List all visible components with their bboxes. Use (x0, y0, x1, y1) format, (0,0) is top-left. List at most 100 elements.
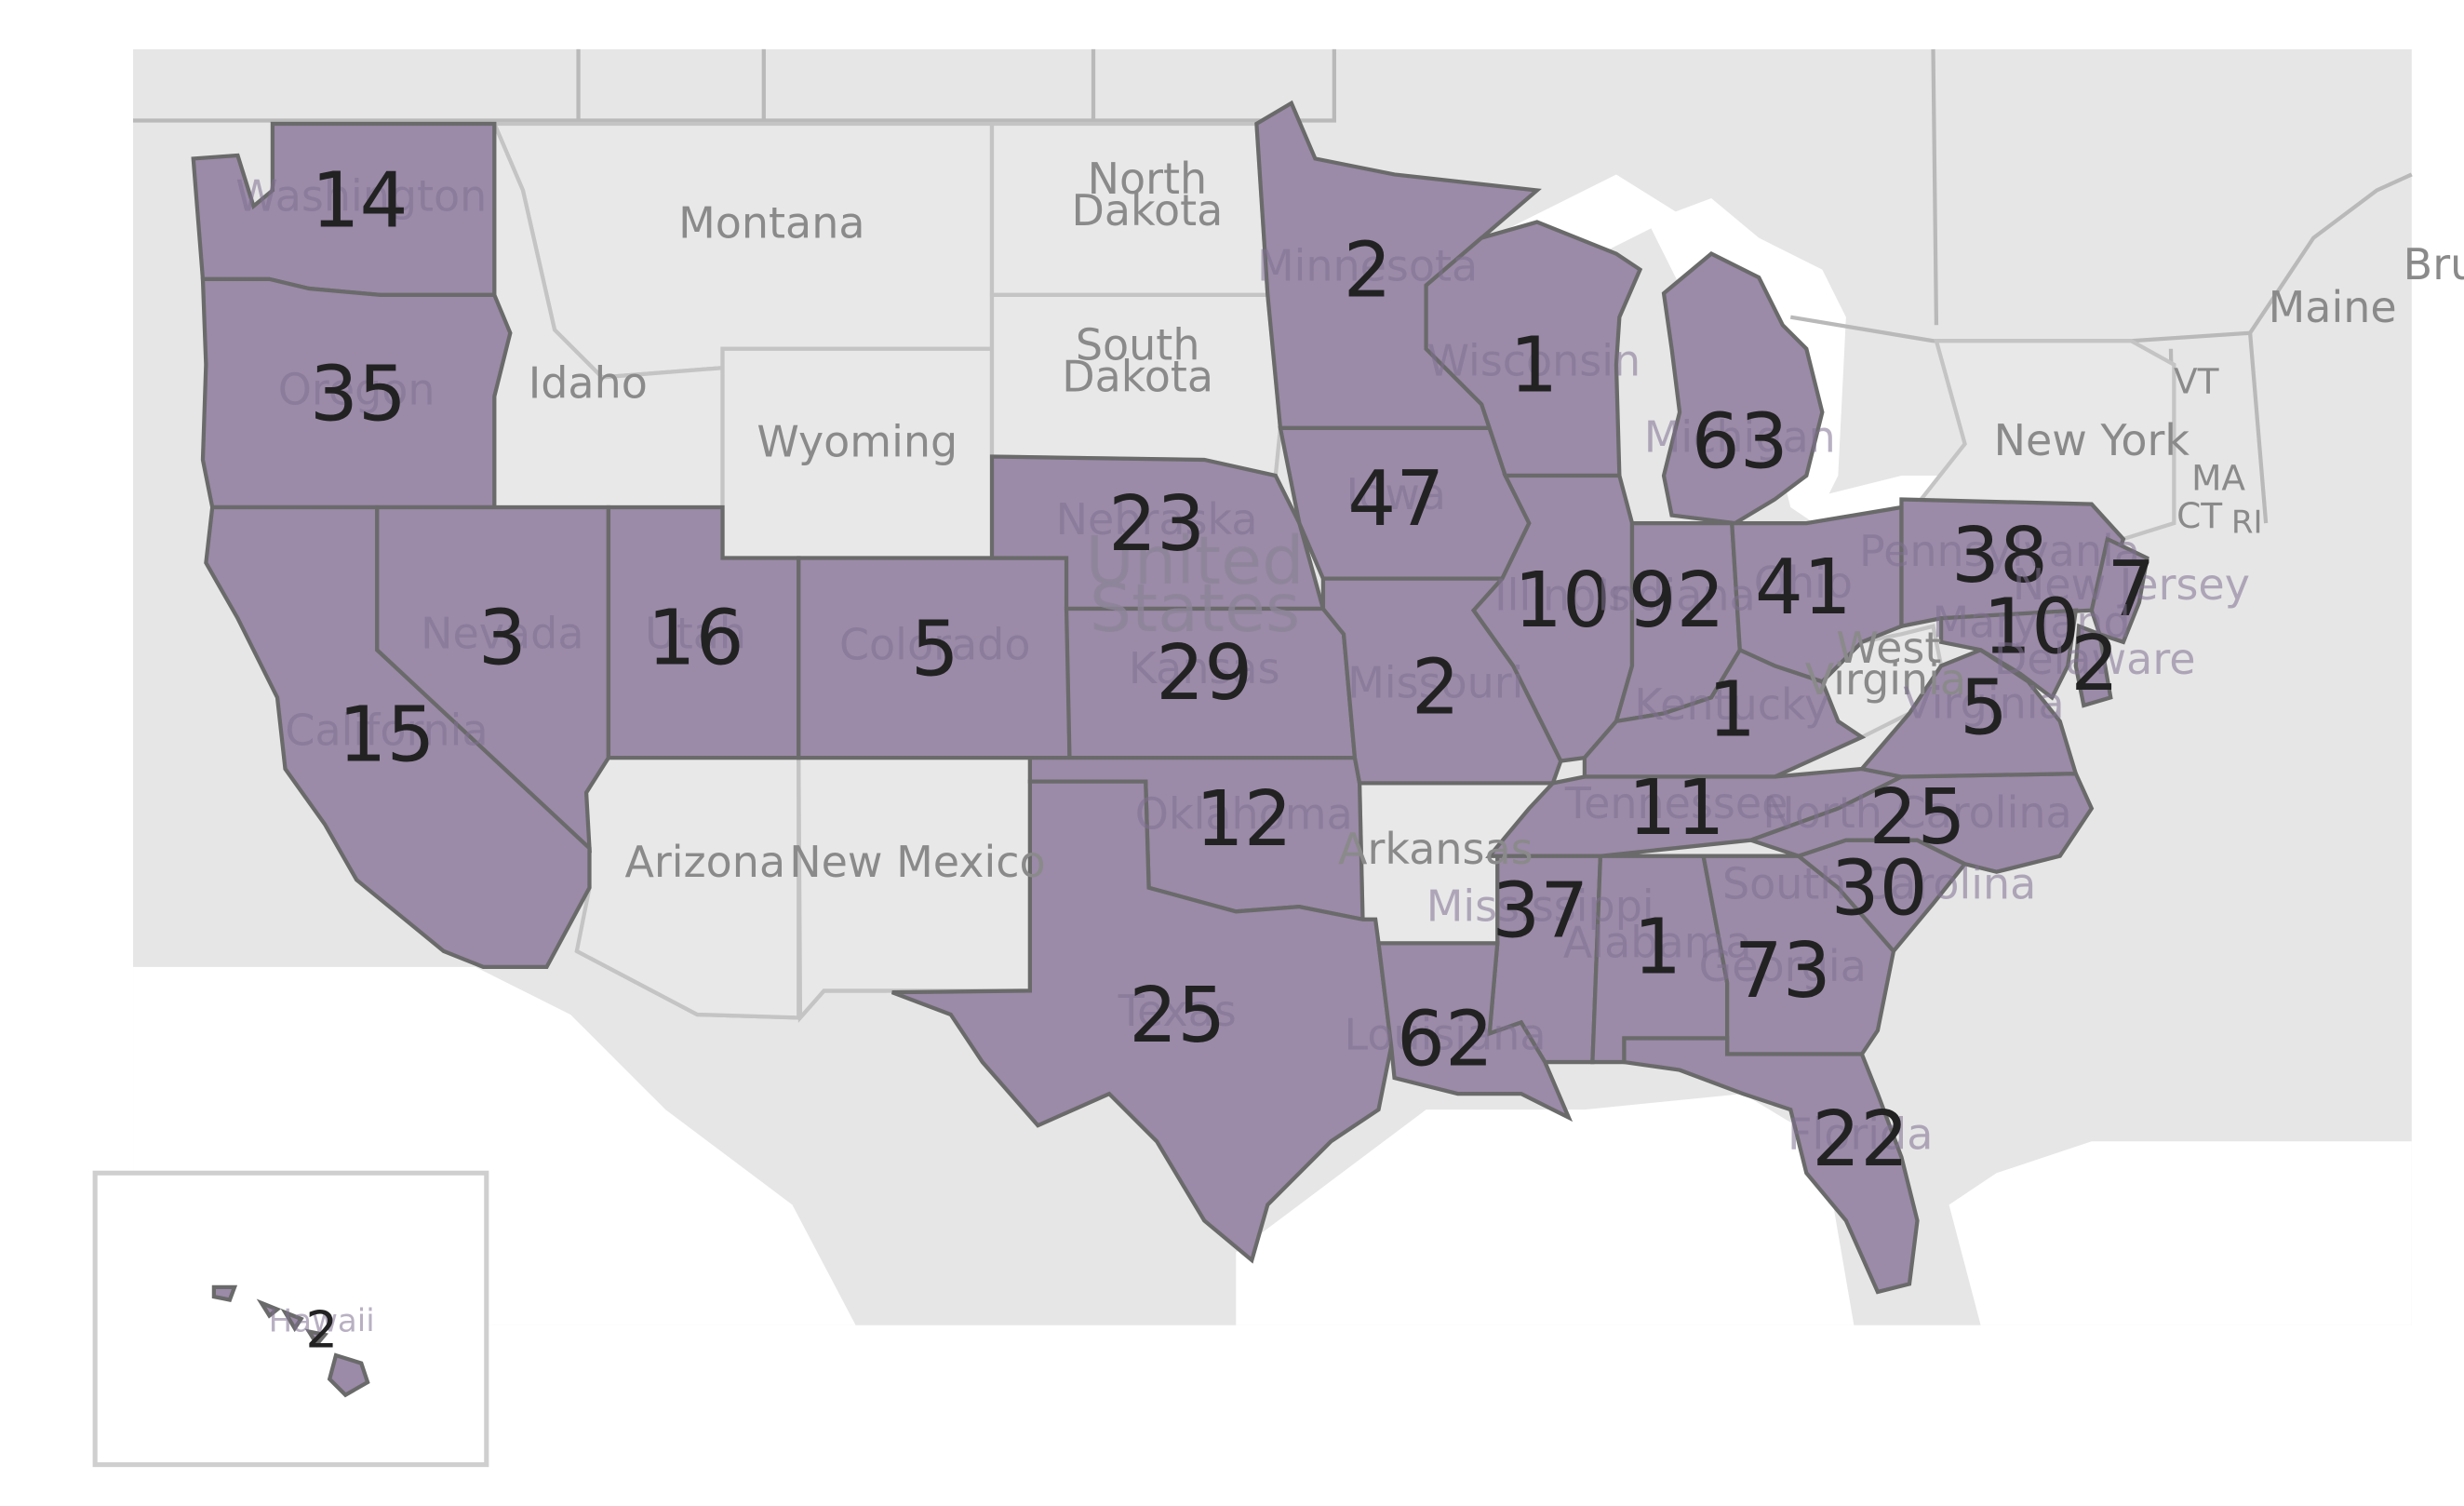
value-florida: 22 (1812, 1096, 1908, 1184)
value-north-carolina: 25 (1869, 773, 1966, 862)
label-west-virginia-2: Virginia (1805, 654, 1966, 705)
name-pennsylvania: Pennsylvania (1859, 526, 2140, 576)
name-kentucky: Kentucky (1634, 679, 1829, 730)
value-louisiana: 62 (1397, 995, 1493, 1083)
label-idaho: Idaho (529, 358, 648, 409)
name-kansas: Kansas (1129, 643, 1280, 693)
name-maryland: Maryland (1933, 598, 2131, 648)
state-oregon[interactable] (200, 276, 513, 510)
state-florida[interactable] (1622, 1036, 1920, 1295)
state-wisconsin[interactable] (1424, 220, 1643, 478)
name-north-carolina: North Carolina (1762, 787, 2071, 838)
name-illinois: Illinois (1494, 571, 1630, 621)
value-delaware: 2 (2070, 620, 2119, 708)
label-north-dakota-1: North (1088, 154, 1208, 204)
name-tennessee: Tennessee (1564, 778, 1788, 828)
country-label-line-1: United (1085, 522, 1304, 599)
label-south-dakota-2: Dakota (1062, 352, 1213, 402)
label-south-dakota-1: South (1076, 320, 1200, 370)
value-tennessee: 11 (1628, 764, 1725, 853)
name-missouri: Missouri (1347, 657, 1523, 707)
state-delaware[interactable] (2073, 623, 2113, 708)
value-ohio: 41 (1755, 544, 1852, 632)
state-hawaii[interactable] (211, 1284, 370, 1398)
value-nebraska: 23 (1108, 480, 1205, 569)
state-new-jersey[interactable] (2089, 536, 2149, 645)
name-georgia: Georgia (1699, 941, 1867, 991)
value-new-jersey: 7 (2107, 545, 2155, 634)
value-south-carolina: 30 (1831, 845, 1928, 934)
atlantic-ocean (1948, 1141, 2412, 1325)
value-nevada: 3 (478, 595, 527, 683)
value-missouri: 2 (1412, 643, 1460, 732)
value-virginia: 5 (1960, 665, 2008, 753)
value-texas: 25 (1129, 972, 1225, 1060)
name-nevada: Nevada (421, 609, 583, 659)
label-ri: RI (2231, 504, 2263, 541)
name-louisiana: Louisiana (1345, 1009, 1547, 1059)
name-delaware: Delaware (1994, 634, 2196, 684)
name-new-jersey: New Jersey (2013, 559, 2250, 610)
name-alabama: Alabama (1563, 918, 1752, 968)
name-michigan: Michigan (1644, 411, 1836, 462)
state-maryland[interactable] (1938, 608, 2079, 701)
hawaii-inset (92, 1170, 489, 1468)
name-hawaii: Hawaii (269, 1303, 375, 1340)
label-vt: VT (2174, 360, 2219, 401)
value-alabama: 1 (1633, 904, 1681, 992)
province-borders (576, 48, 1096, 121)
label-brunswick: Bru (2404, 239, 2464, 289)
value-iowa: 47 (1347, 455, 1444, 544)
label-new-mexico: New Mexico (789, 837, 1045, 887)
value-oklahoma: 12 (1196, 775, 1292, 864)
name-indiana: Indiana (1598, 571, 1756, 621)
name-florida: Florida (1788, 1109, 1933, 1160)
unfilled-state-names: Montana Idaho Wyoming North Dakota South… (529, 154, 2464, 887)
name-ohio: Ohio (1754, 558, 1853, 608)
label-new-york: New York (1994, 415, 2190, 465)
label-north-dakota-2: Dakota (1071, 185, 1223, 235)
state-louisiana[interactable] (1376, 941, 1573, 1123)
value-hawaii: 2 (305, 1300, 338, 1360)
state-new-mexico[interactable] (797, 755, 1033, 1023)
value-utah: 16 (648, 595, 744, 683)
label-montana: Montana (678, 198, 864, 249)
value-oregon: 35 (310, 350, 407, 438)
label-arkansas: Arkansas (1338, 824, 1533, 874)
value-pennsylvania: 38 (1951, 512, 2048, 600)
value-illinois: 10 (1514, 557, 1611, 645)
state-labels: Washington 14 Oregon 35 California 15 Ne… (235, 157, 2250, 1360)
value-washington: 14 (312, 157, 408, 246)
value-indiana: 92 (1628, 557, 1725, 645)
name-virginia: Virginia (1903, 679, 2064, 729)
label-west-virginia-1: West (1836, 623, 1941, 673)
state-texas[interactable] (891, 779, 1394, 1264)
value-michigan: 63 (1692, 397, 1788, 486)
label-maine: Maine (2269, 282, 2397, 332)
name-south-carolina: South Carolina (1722, 859, 2036, 909)
value-wisconsin: 1 (1509, 322, 1558, 410)
label-wyoming: Wyoming (757, 417, 957, 467)
country-label-line-2: States (1090, 570, 1301, 647)
value-georgia: 73 (1734, 927, 1831, 1015)
name-oklahoma: Oklahoma (1135, 789, 1353, 840)
data-states (191, 100, 2149, 1295)
value-minnesota: 2 (1344, 227, 1392, 316)
value-colorado: 5 (911, 606, 959, 694)
gulf-of-mexico (1236, 1094, 1855, 1325)
name-nebraska: Nebraska (1056, 494, 1258, 545)
state-montana[interactable] (491, 121, 995, 380)
state-north-carolina[interactable] (1745, 771, 2095, 874)
name-minnesota: Minnesota (1257, 241, 1478, 291)
name-utah: Utah (645, 609, 746, 659)
label-arizona: Arizona (624, 837, 785, 887)
name-oregon: Oregon (278, 364, 435, 414)
name-california: California (285, 705, 488, 755)
value-kentucky: 1 (1707, 666, 1756, 754)
state-michigan[interactable] (1661, 251, 1825, 526)
name-wisconsin: Wisconsin (1427, 336, 1641, 386)
label-ct: CT (2176, 495, 2222, 536)
name-mississippi: Mississippi (1426, 881, 1654, 932)
